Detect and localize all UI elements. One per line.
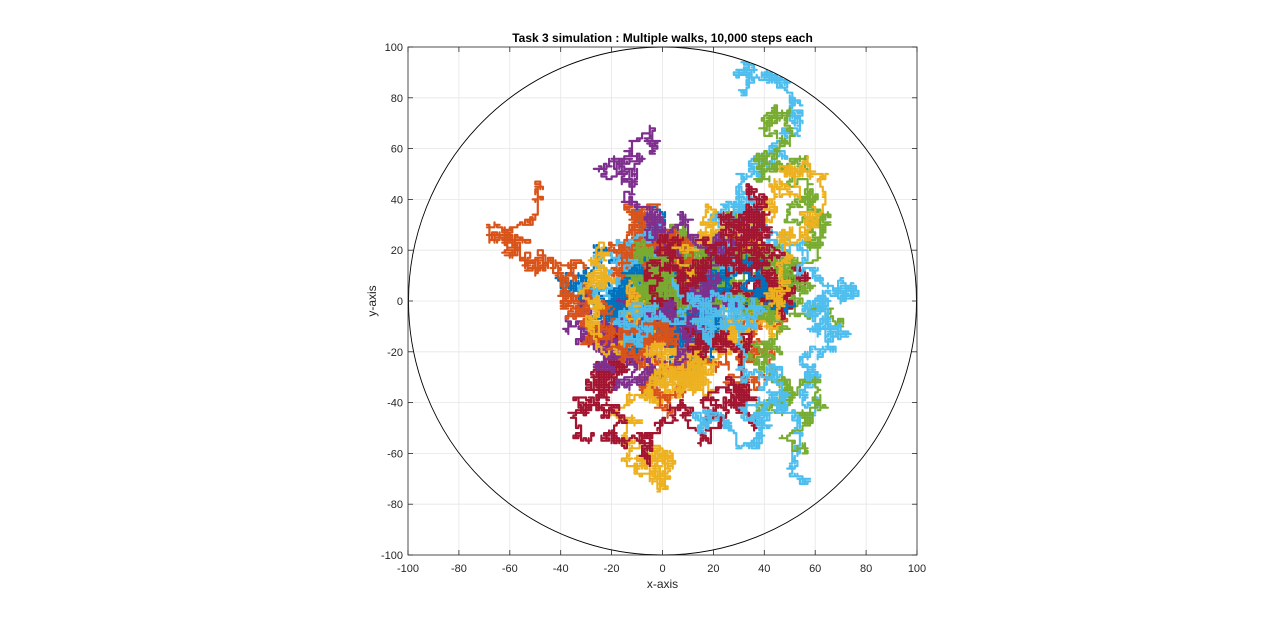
y-tick-label: -20 [387,347,403,359]
x-tick-label: 40 [758,563,770,575]
chart-title: Task 3 simulation : Multiple walks, 10,0… [512,31,813,45]
walk-trace [567,289,761,468]
x-tick-label: 100 [908,563,926,575]
x-axis-label: x-axis [647,577,678,591]
y-tick-label: -40 [387,398,403,410]
x-tick-labels: -100 -80 -60 -40 -20 0 20 40 60 80 100 [397,563,926,575]
x-tick-label: -20 [604,563,620,575]
x-tick-label: -40 [553,563,569,575]
y-tick-label: 80 [391,93,403,105]
y-tick-label: -100 [381,550,403,562]
y-tick-label: 100 [385,42,403,54]
y-tick-label: 0 [397,296,403,308]
y-tick-label: 60 [391,144,403,156]
x-tick-label: 60 [809,563,821,575]
x-tick-label: 20 [707,563,719,575]
y-tick-label: -60 [387,448,403,460]
x-tick-label: 0 [659,563,665,575]
axis-ticks [407,46,918,556]
walk-trace [643,183,786,308]
y-tick-label: 20 [391,245,403,257]
y-tick-labels: 100 80 60 40 20 0 -20 -40 -60 -80 -100 [381,42,403,562]
y-tick-label: 40 [391,194,403,206]
x-tick-label: -100 [397,563,419,575]
x-tick-label: -60 [502,563,518,575]
walk-traces [485,61,860,493]
walk-trace [613,277,791,450]
x-tick-label: -80 [451,563,467,575]
y-axis-label: y-axis [365,285,379,316]
y-tick-label: -80 [387,499,403,511]
x-tick-label: 80 [860,563,872,575]
